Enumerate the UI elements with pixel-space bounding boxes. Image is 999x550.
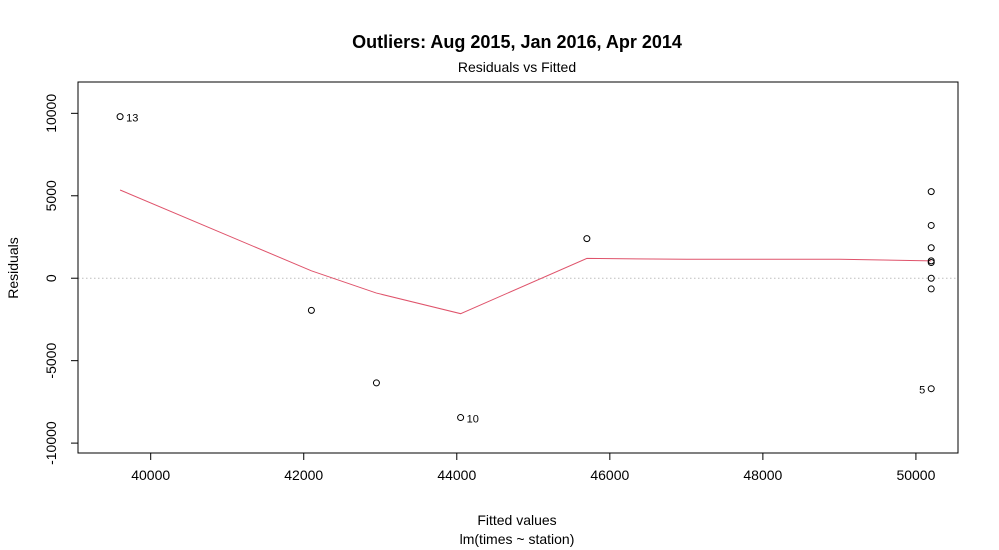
- smooth-line: [119, 189, 932, 315]
- data-point: [927, 385, 935, 393]
- x-tick-label: 46000: [590, 467, 629, 483]
- x-tick-label: 48000: [743, 467, 782, 483]
- data-point: [927, 285, 935, 293]
- point-label: 10: [467, 414, 479, 426]
- data-point: [116, 113, 124, 121]
- x-tick-label: 44000: [437, 467, 476, 483]
- x-axis-label: Fitted values: [477, 512, 556, 528]
- chart-title: Outliers: Aug 2015, Jan 2016, Apr 2014: [352, 32, 682, 52]
- point-label: 13: [126, 113, 138, 125]
- y-axis-label: Residuals: [5, 237, 21, 298]
- data-point: [583, 235, 591, 243]
- y-tick-label: 0: [43, 274, 59, 282]
- x-tick-label: 40000: [131, 467, 170, 483]
- x-tick-label: 50000: [896, 467, 935, 483]
- x-tick-label: 42000: [284, 467, 323, 483]
- data-point: [307, 306, 315, 314]
- data-point: [927, 188, 935, 196]
- y-tick-label: -10000: [43, 421, 59, 465]
- data-point: [927, 244, 935, 252]
- y-tick-label: 10000: [43, 94, 59, 133]
- data-point: [372, 379, 380, 387]
- x-axis-sublabel: lm(times ~ station): [460, 531, 575, 547]
- data-point: [927, 259, 935, 267]
- data-point: [927, 221, 935, 229]
- data-point: [927, 274, 935, 282]
- y-tick-label: 5000: [43, 180, 59, 211]
- point-label: 5: [919, 385, 925, 397]
- plot-area-frame: [77, 81, 959, 454]
- data-point: [457, 414, 465, 422]
- chart-subtitle: Residuals vs Fitted: [458, 59, 576, 75]
- y-tick-label: -5000: [43, 343, 59, 379]
